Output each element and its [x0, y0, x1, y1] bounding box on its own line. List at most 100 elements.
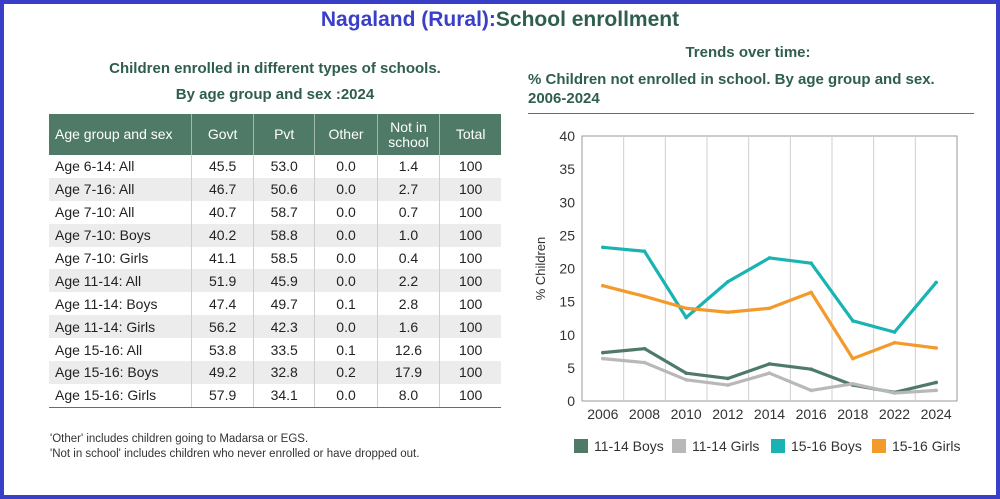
legend-swatch [872, 439, 886, 453]
data-point [601, 283, 605, 288]
cell-other: 0.0 [314, 246, 378, 270]
cell-govt: 56.2 [191, 315, 254, 339]
cell-total: 100 [439, 361, 501, 384]
data-point [809, 261, 813, 265]
legend-swatch [672, 439, 686, 453]
cell-not-in-school: 2.2 [376, 269, 440, 293]
x-tick-label: 2022 [879, 406, 910, 422]
legend-swatch [574, 439, 588, 453]
data-point [934, 346, 938, 350]
cell-other: 0.1 [314, 338, 378, 362]
legend-label: 15-16 Girls [892, 438, 960, 454]
table-subtitle: Children enrolled in different types of … [109, 60, 441, 77]
y-axis-label: % Children [533, 237, 548, 301]
cell-govt: 57.9 [191, 383, 254, 408]
cell-total: 100 [439, 200, 501, 224]
y-tick-label: 10 [559, 327, 575, 343]
table-row: Age 7-10: Girls 41.1 58.5 0.0 0.4 100 [49, 246, 501, 270]
data-point [642, 346, 647, 351]
data-point [684, 315, 688, 320]
cell-other: 0.2 [314, 361, 378, 384]
cell-other: 0.1 [314, 292, 378, 316]
note-other: 'Other' includes children going to Madar… [50, 433, 309, 445]
data-point [601, 245, 605, 250]
data-point [809, 388, 813, 393]
data-point [809, 367, 813, 371]
cell-govt: 49.2 [191, 361, 254, 384]
table-row: Age 7-10: Boys 40.2 58.8 0.0 1.0 100 [49, 223, 501, 247]
y-tick-label: 40 [559, 128, 575, 144]
enrollment-table: Age group and sex Govt Pvt Other Not in … [49, 114, 501, 408]
data-point [934, 280, 938, 285]
data-point [892, 391, 897, 395]
x-tick-label: 2024 [921, 406, 952, 422]
cell-total: 100 [439, 177, 501, 201]
cell-total: 100 [439, 155, 501, 178]
col-header-age-group: Age group and sex [49, 114, 192, 155]
cell-pvt: 58.5 [252, 246, 315, 270]
data-point [767, 371, 772, 375]
y-tick-label: 5 [567, 360, 575, 376]
cell-govt: 51.9 [191, 269, 254, 293]
data-point [851, 381, 855, 386]
cell-age-group: Age 11-14: Girls [49, 315, 192, 339]
cell-total: 100 [439, 223, 501, 247]
x-tick-label: 2014 [754, 406, 785, 422]
title-topic: School enrollment [495, 8, 680, 31]
cell-pvt: 32.8 [252, 361, 315, 384]
col-header-total: Total [439, 114, 501, 155]
cell-pvt: 45.9 [252, 269, 315, 293]
cell-pvt: 49.7 [252, 292, 315, 316]
data-point [601, 350, 605, 355]
chart-subtitle-years: 2006-2024 [528, 90, 600, 107]
cell-other: 0.0 [314, 177, 378, 201]
cell-govt: 45.5 [191, 155, 254, 178]
cell-govt: 47.4 [191, 292, 254, 316]
x-tick-label: 2008 [629, 406, 660, 422]
cell-pvt: 58.8 [252, 223, 315, 247]
trend-line-chart: 0 5 10 15 20 25 30 35 40 2006 2008 2010 2012 2014 2016… [533, 128, 960, 454]
table-row: Age 7-10: All 40.7 58.7 0.0 0.7 100 [49, 200, 501, 224]
cell-total: 100 [439, 338, 501, 362]
x-tick-label: 2018 [837, 406, 868, 422]
cell-total: 100 [439, 383, 501, 408]
data-point [642, 294, 647, 299]
cell-other: 0.0 [314, 200, 378, 224]
data-point [726, 279, 730, 284]
cell-govt: 40.7 [191, 200, 254, 224]
legend-label: 11-14 Girls [692, 438, 759, 454]
title-region: Nagaland (Rural): [320, 8, 496, 31]
data-point [726, 310, 730, 315]
table-row: Age 6-14: All 45.5 53.0 0.0 1.4 100 [49, 155, 501, 178]
cell-age-group: Age 7-16: All [49, 177, 192, 201]
cell-age-group: Age 7-10: Boys [49, 223, 192, 247]
data-point [601, 356, 605, 361]
cell-pvt: 33.5 [252, 338, 315, 362]
cell-other: 0.0 [314, 155, 378, 178]
data-point [767, 362, 772, 366]
data-point [642, 360, 647, 365]
cell-govt: 46.7 [191, 177, 254, 201]
data-point [934, 388, 938, 393]
table-body: Age 6-14: All 45.5 53.0 0.0 1.4 100 Age 7-16: … [49, 155, 501, 408]
x-tick-label: 2010 [671, 406, 702, 422]
cell-other: 0.0 [314, 223, 378, 247]
legend-label: 11-14 Boys [594, 438, 664, 454]
data-point [684, 378, 688, 382]
table-row: Age 11-14: Boys 47.4 49.7 0.1 2.8 100 [49, 292, 501, 316]
cell-not-in-school: 2.8 [376, 292, 440, 316]
cell-age-group: Age 7-10: All [49, 200, 192, 224]
x-tick-label: 2016 [796, 406, 827, 422]
data-point [851, 356, 855, 361]
chart-heading-rule [528, 113, 974, 114]
cell-not-in-school: 2.7 [376, 177, 440, 201]
table-row: Age 11-14: Girls 56.2 42.3 0.0 1.6 100 [49, 315, 501, 339]
cell-age-group: Age 15-16: Boys [49, 361, 192, 384]
chart-subtitle: % Children not enrolled in school. By ag… [528, 71, 935, 88]
table-row: Age 7-16: All 46.7 50.6 0.0 2.7 100 [49, 177, 501, 201]
y-tick-label: 25 [559, 227, 575, 243]
cell-pvt: 34.1 [252, 383, 315, 408]
x-tick-label: 2012 [712, 406, 743, 422]
y-tick-label: 15 [559, 294, 575, 310]
